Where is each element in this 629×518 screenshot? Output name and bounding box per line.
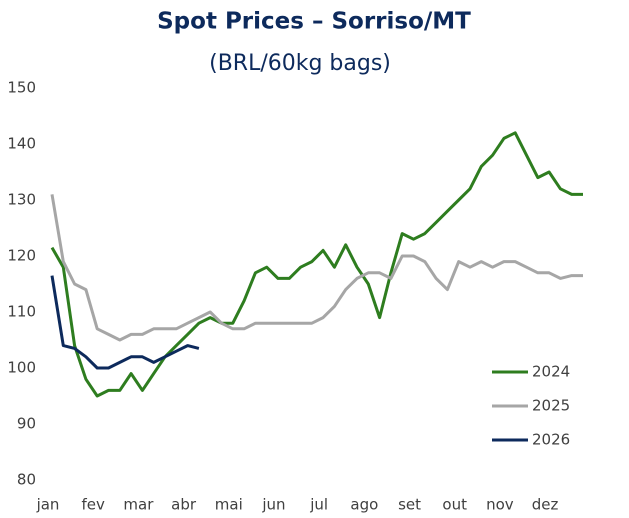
x-tick-label: dez xyxy=(532,496,559,514)
x-tick-label: jul xyxy=(309,496,328,514)
y-tick-label: 150 xyxy=(7,79,36,97)
x-tick-label: nov xyxy=(486,496,514,514)
x-tick-label: mai xyxy=(215,496,243,514)
x-tick-label: fev xyxy=(81,496,105,514)
y-tick-label: 100 xyxy=(7,359,36,377)
x-tick-label: mar xyxy=(123,496,154,514)
series-line xyxy=(50,194,583,342)
x-tick-label: abr xyxy=(171,496,197,514)
x-tick-label: ago xyxy=(350,496,378,514)
series-line xyxy=(50,131,583,398)
y-tick-label: 80 xyxy=(17,471,36,489)
legend-label: 2025 xyxy=(532,397,570,415)
x-tick-label: set xyxy=(398,496,421,514)
y-tick-label: 90 xyxy=(17,415,36,433)
series-line xyxy=(50,275,200,370)
x-tick-label: jan xyxy=(36,496,60,514)
legend-label: 2026 xyxy=(532,431,570,449)
y-tick-label: 130 xyxy=(7,191,36,209)
x-tick-label: jun xyxy=(261,496,285,514)
y-tick-label: 110 xyxy=(7,303,36,321)
y-tick-label: 140 xyxy=(7,135,36,153)
chart-subtitle: (BRL/60kg bags) xyxy=(209,51,391,76)
legend-label: 2024 xyxy=(532,363,570,381)
chart-title: Spot Prices – Sorriso/MT xyxy=(157,9,471,35)
y-tick-label: 120 xyxy=(7,247,36,265)
x-tick-label: out xyxy=(442,496,467,514)
